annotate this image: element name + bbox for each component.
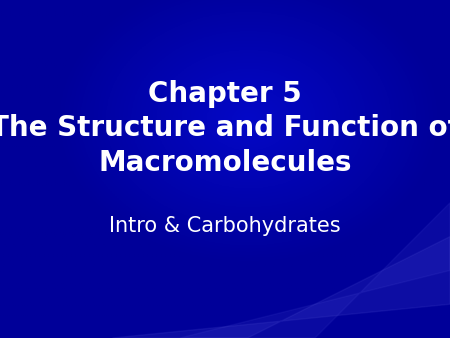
Polygon shape xyxy=(180,203,450,338)
Polygon shape xyxy=(112,237,450,338)
Text: Intro & Carbohydrates: Intro & Carbohydrates xyxy=(109,216,341,237)
Text: Chapter 5
The Structure and Function of
Macromolecules: Chapter 5 The Structure and Function of … xyxy=(0,80,450,177)
